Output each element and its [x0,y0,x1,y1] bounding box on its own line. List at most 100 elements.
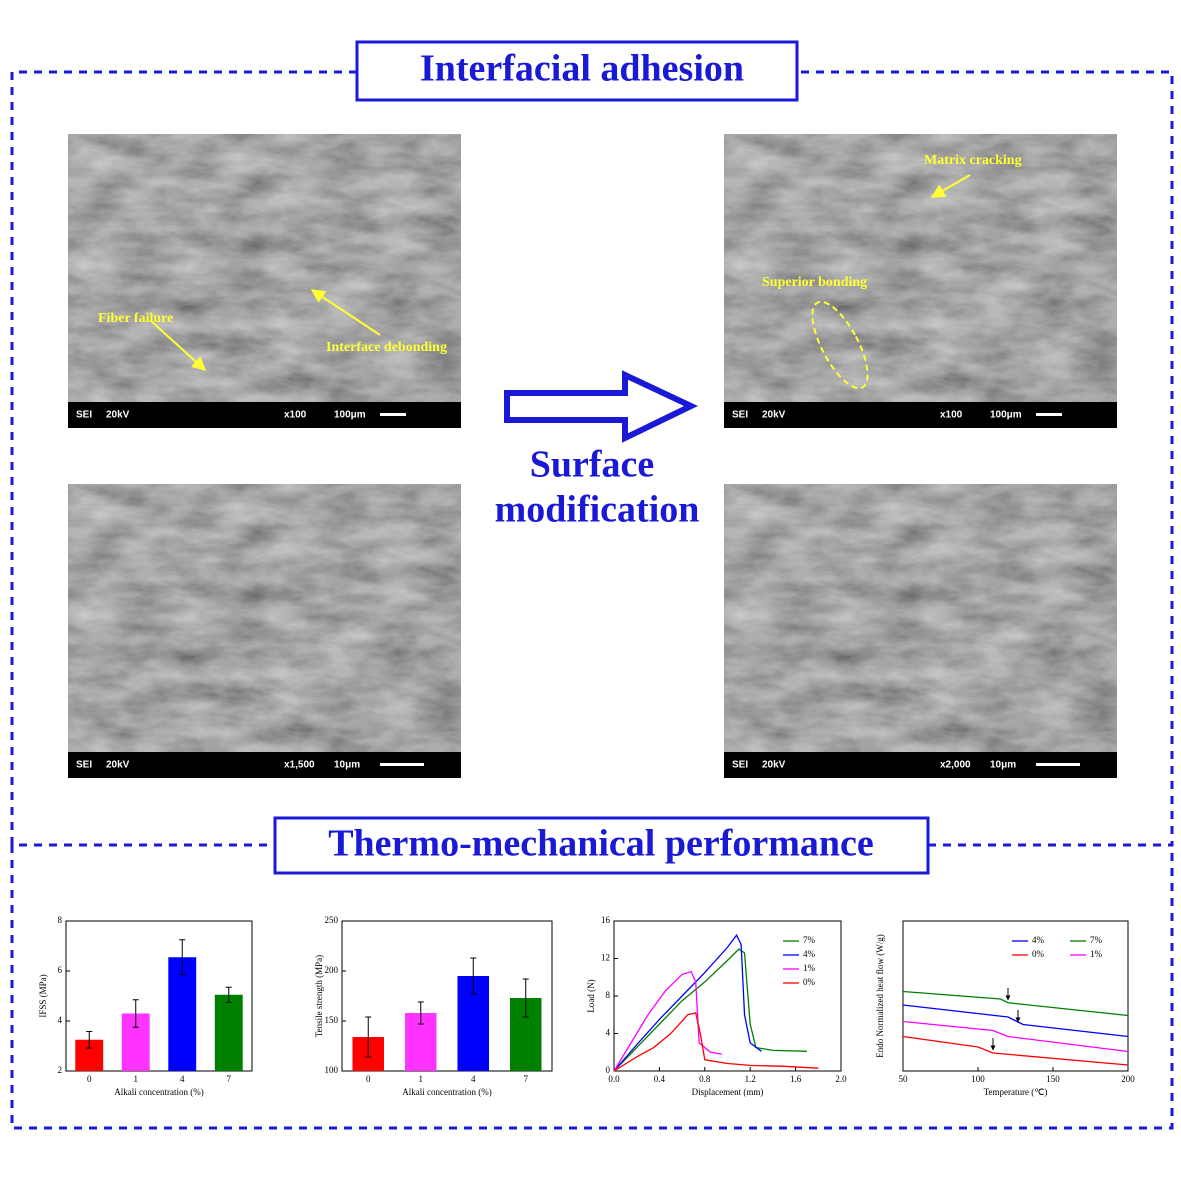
y-axis-label: Endo Normalized heat flow (W/g) [875,934,885,1057]
line [902,1004,1129,1038]
x-tick-label: 0.4 [654,1074,666,1084]
plot-frame [65,920,253,1072]
info-text: 20kV [762,410,786,421]
x-tick-label: 4 [180,1074,185,1084]
bar [168,957,197,1071]
sem-image: SEI 20kV x2,000 10μm [724,484,1117,778]
annotation: Fiber failure [98,311,173,326]
line [613,933,762,1072]
chart: 0 4 8 12 16 Load (N) Displacement (mm) 0.0 0.4 0.… [586,915,847,1097]
x-tick-label: 150 [1046,1074,1060,1084]
info-text: SEI [732,760,748,771]
error-bar [470,957,477,995]
arrow [504,370,698,443]
info-text: x100 [940,410,963,421]
sem-image: SEI 20kV x1,500 10μm [68,484,461,778]
annotation-arrow [930,174,971,198]
error-bar [522,978,529,1018]
sem-image: SEI 20kV x100 100μm Fiber failure Interface d… [68,134,461,428]
y-tick-label: 4 [58,1015,63,1025]
legend-label: 1% [803,963,816,973]
title-box [355,40,799,102]
x-tick-label: 100 [971,1074,985,1084]
sem-texture [68,134,461,402]
chart: 2 4 6 8 IFSS (MPa) Alkali concentration (%) 0 1… [38,915,253,1097]
info-text: 20kV [106,760,130,771]
y-tick-label: 6 [58,965,63,975]
legend-label: 7% [803,935,816,945]
annotation-arrow [149,319,207,371]
info-text: x2,000 [940,760,971,771]
error-bar [86,1031,93,1049]
scale-bar [380,413,406,416]
y-tick-label: 0 [606,1065,611,1075]
legend-label: 4% [1032,935,1045,945]
info-text: 10μm [990,760,1016,771]
x-tick-label: 50 [899,1074,909,1084]
error-bar [417,1001,424,1025]
scale-bar [1036,763,1080,766]
x-tick-label: 1.6 [790,1074,802,1084]
y-tick-label: 250 [325,915,339,925]
info-text: 20kV [106,410,130,421]
sem-image: SEI 20kV x100 100μm Matrix cracking Superior … [724,134,1117,428]
x-tick-label: 7 [227,1074,232,1084]
info-text: 10μm [334,760,360,771]
y-axis-label: Load (N) [586,979,596,1012]
plot-frame [902,920,1129,1072]
x-tick-label: 2.0 [835,1074,847,1084]
info-text: 100μm [990,410,1022,421]
scale-bar [1036,413,1062,416]
chart: Endo Normalized heat flow (W/g) Temperatu… [875,920,1135,1097]
x-tick-label: 0 [87,1074,92,1084]
y-tick-label: 12 [601,953,610,963]
x-tick-label: 1 [134,1074,139,1084]
legend-label: 7% [1090,935,1103,945]
plot-frame [341,920,553,1072]
info-text: 20kV [762,760,786,771]
error-bar [225,986,232,1003]
scale-bar [380,763,424,766]
section-title: Thermo-mechanical performance [328,823,874,865]
legend-label: 0% [1032,949,1045,959]
bar [214,994,243,1071]
info-text: SEI [76,760,92,771]
y-tick-label: 100 [325,1065,339,1075]
y-tick-label: 16 [601,915,611,925]
middle-text: Surface [530,444,655,486]
annotation-arrow [310,289,381,336]
y-tick-label: 2 [58,1065,63,1075]
sem-texture [724,484,1117,752]
info-text: x1,500 [284,760,315,771]
y-tick-label: 8 [58,915,63,925]
x-tick-label: 4 [471,1074,476,1084]
legend-label: 4% [803,949,816,959]
y-tick-label: 150 [325,1015,339,1025]
sem-texture [68,484,461,752]
x-tick-label: 1.2 [745,1074,756,1084]
x-tick-label: 1 [419,1074,424,1084]
y-tick-label: 200 [325,965,339,975]
x-tick-label: 7 [524,1074,529,1084]
line [613,970,722,1072]
x-axis-label: Temperature (℃) [984,1087,1048,1097]
annotation: Interface debonding [326,340,447,355]
x-tick-label: 0.0 [608,1074,620,1084]
error-bar [132,999,139,1028]
line [613,948,807,1072]
line [902,1020,1129,1053]
info-text: x100 [284,410,307,421]
line [902,1035,1129,1066]
y-tick-label: 8 [606,990,611,1000]
x-axis-label: Alkali concentration (%) [114,1087,203,1097]
chart: 100 150 200 250 Tensile strength (MPa) Alkali… [314,915,553,1097]
error-bar [365,1016,372,1058]
info-text: 100μm [334,410,366,421]
title-box [273,816,930,875]
x-tick-label: 0.8 [699,1074,711,1084]
error-bar [179,939,186,976]
line [902,990,1129,1017]
dsc-arrows [990,988,1021,1051]
middle-text: modification [495,489,700,531]
